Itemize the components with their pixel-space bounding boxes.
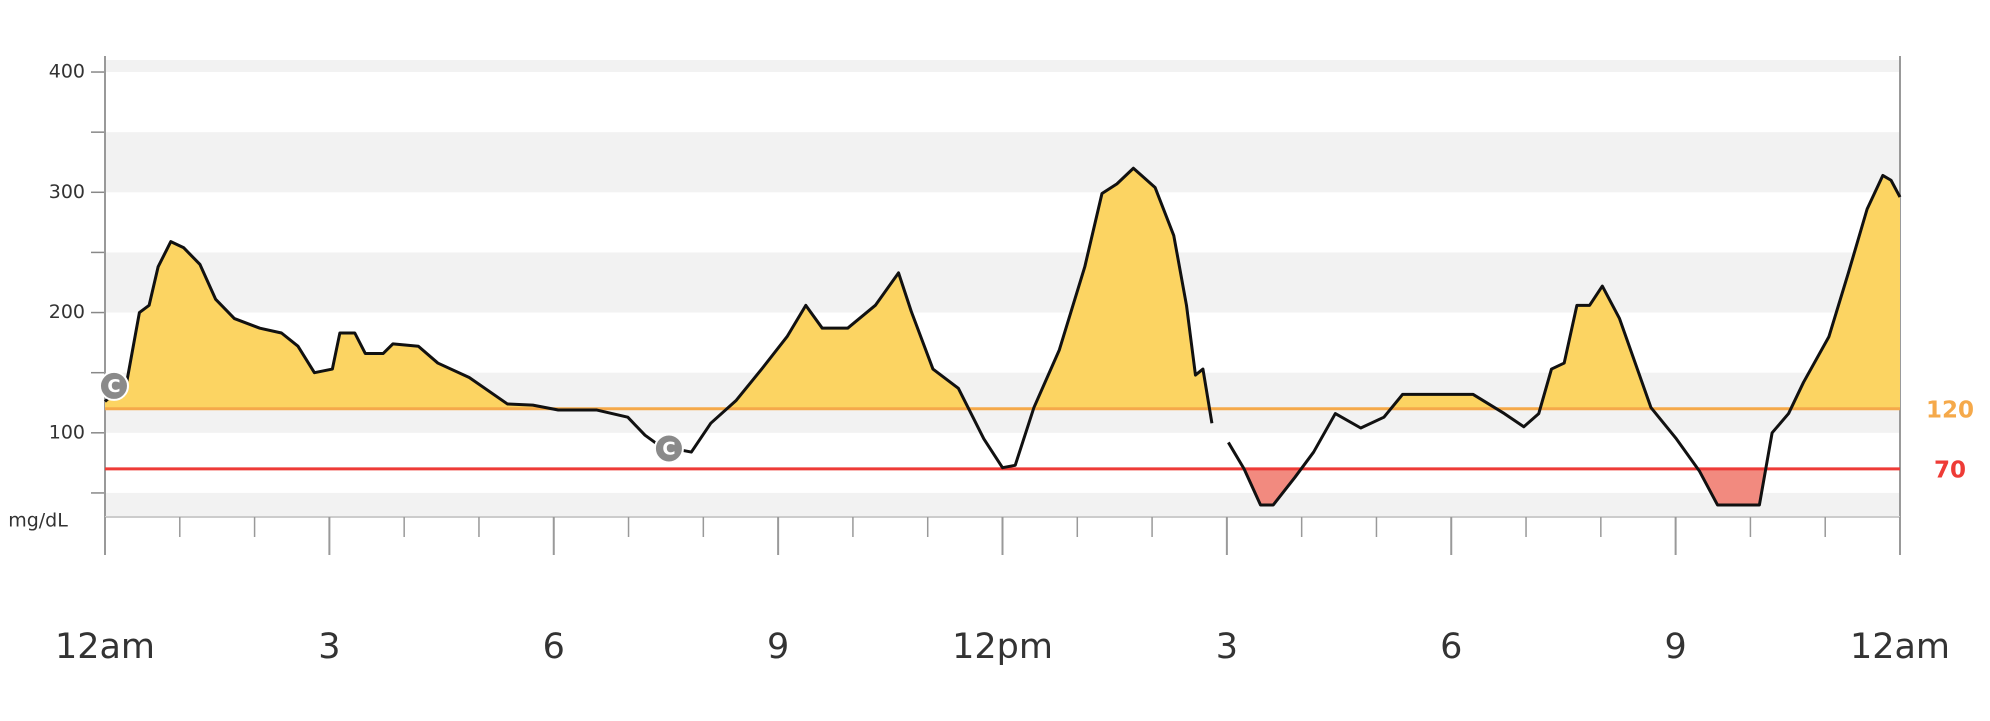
- low-fill: [1228, 468, 1900, 505]
- x-tick-label: 3: [1216, 627, 1238, 667]
- y-tick-label: 300: [49, 181, 85, 203]
- x-tick-label: 12pm: [952, 627, 1053, 667]
- x-tick-label: 3: [318, 627, 340, 667]
- event-label: C: [107, 376, 120, 397]
- event-label: C: [662, 438, 675, 459]
- x-tick-label: 9: [1664, 627, 1686, 667]
- high-fill: [105, 168, 1212, 409]
- threshold-label: 70: [1934, 457, 1966, 483]
- x-tick-label: 12am: [1850, 627, 1950, 667]
- y-tick-label: 100: [49, 421, 85, 443]
- y-tick-label: 400: [49, 61, 85, 83]
- x-tick-label: 9: [767, 627, 789, 667]
- high-fill: [1228, 175, 1900, 409]
- y-axis-label: mg/dL: [8, 510, 68, 532]
- x-tick-label: 6: [1440, 627, 1462, 667]
- event-marker: [98, 370, 129, 401]
- x-tick-label: 6: [543, 627, 565, 667]
- y-tick-label: 200: [49, 301, 85, 323]
- threshold-label: 120: [1926, 397, 1974, 423]
- glucose-line: [1227, 173, 1902, 507]
- background-band: [105, 492, 1900, 517]
- background-band: [105, 132, 1900, 193]
- background-band: [105, 252, 1900, 313]
- glucose-line: [104, 166, 1214, 470]
- event-marker: [653, 433, 684, 464]
- x-tick-label: 12am: [55, 627, 155, 667]
- background-band: [105, 60, 1900, 73]
